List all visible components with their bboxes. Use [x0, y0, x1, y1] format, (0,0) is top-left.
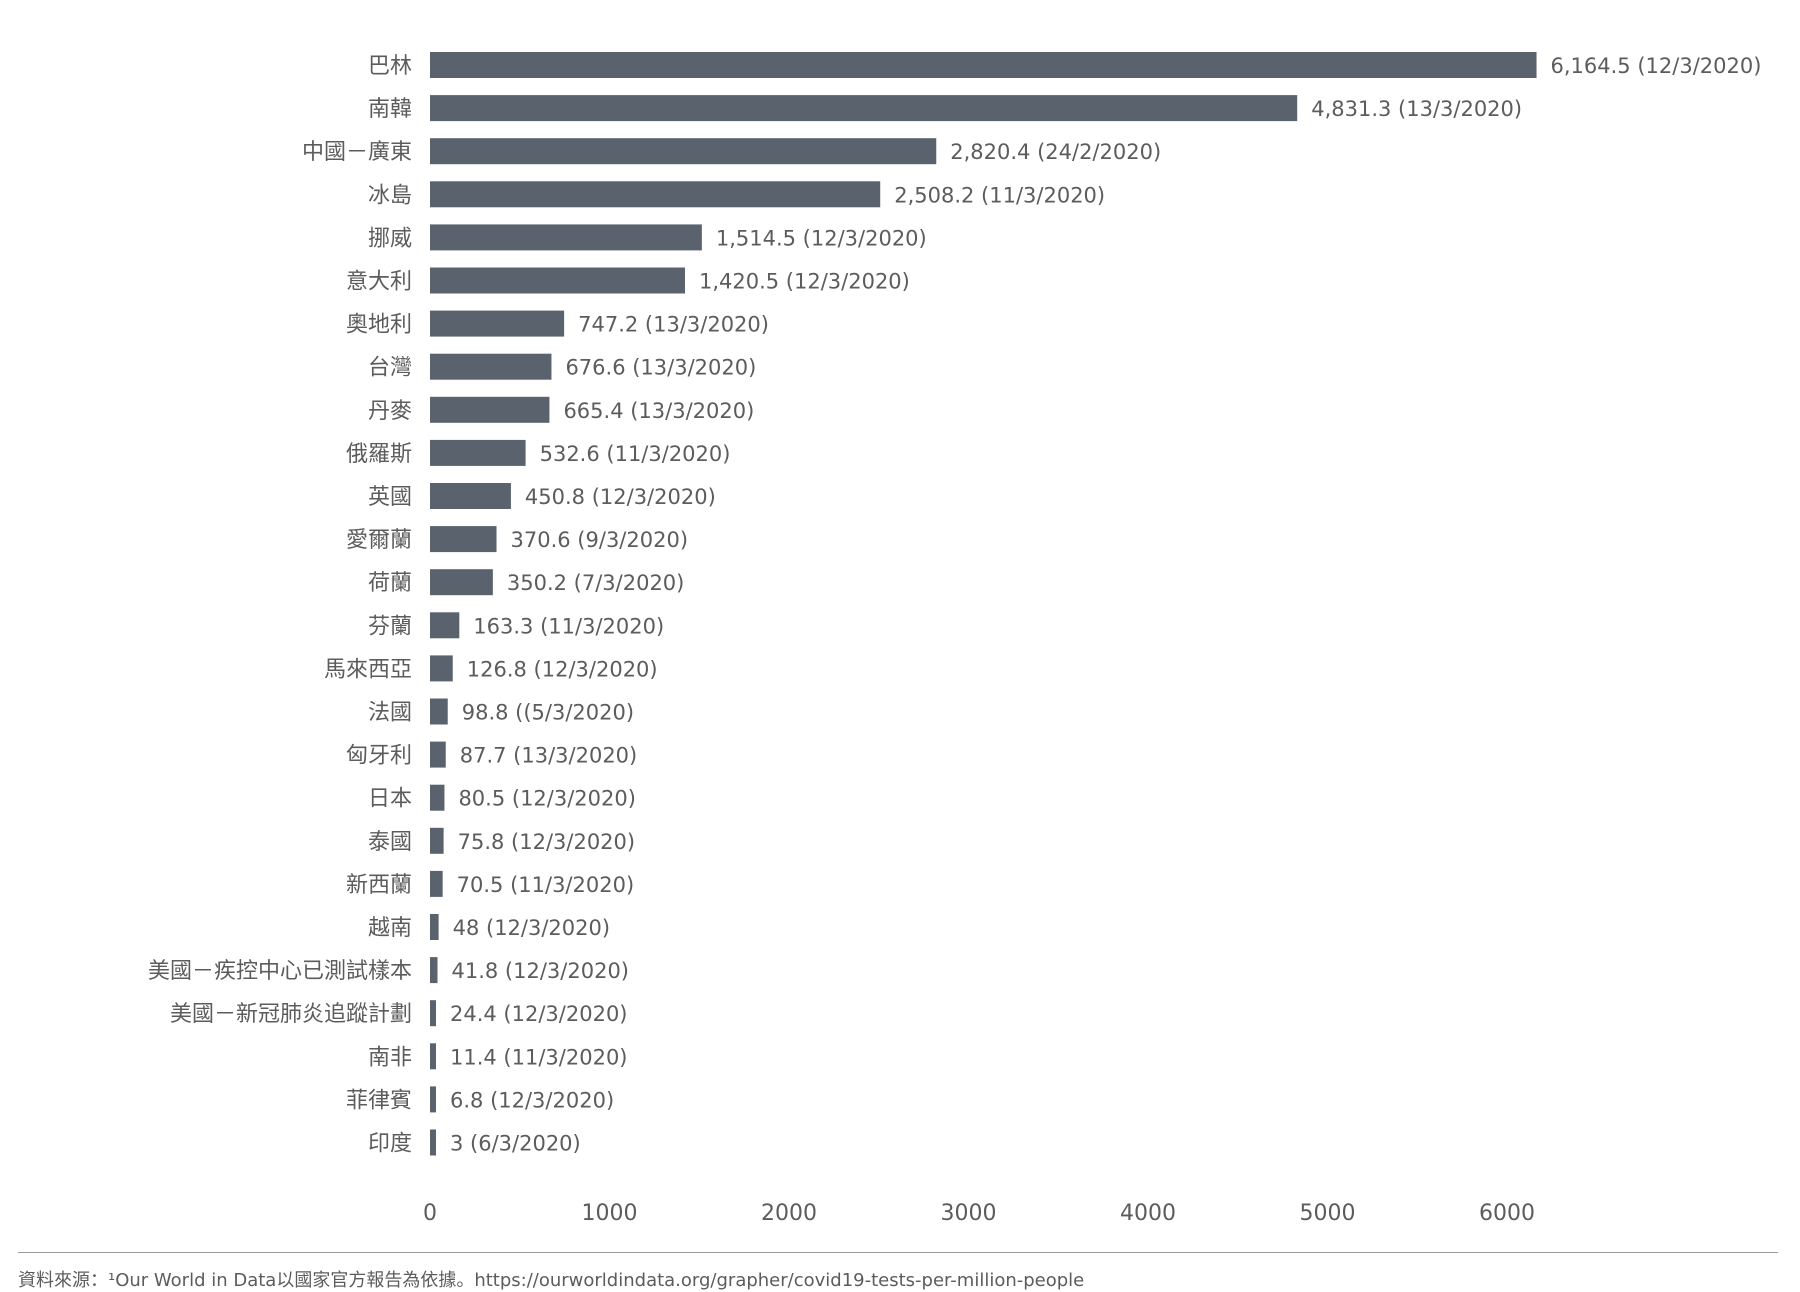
data-label: 6,164.5 (12/3/2020) — [1551, 54, 1762, 78]
category-label: 日本 — [368, 787, 412, 812]
data-label: 41.8 (12/3/2020) — [452, 959, 630, 983]
bar — [430, 310, 565, 337]
category-label: 奧地利 — [346, 313, 412, 338]
bar — [430, 267, 685, 294]
category-label: 美國－疾控中心已測試樣本 — [148, 959, 412, 984]
source-note: 資料來源：¹Our World in Data以國家官方報告為依據。https:… — [18, 1270, 1085, 1291]
category-label: 法國 — [368, 701, 412, 726]
bar — [430, 526, 497, 553]
bar — [430, 138, 937, 165]
category-label: 挪威 — [368, 226, 412, 251]
data-label: 4,831.3 (13/3/2020) — [1311, 97, 1522, 121]
bar — [430, 698, 448, 725]
category-label: 菲律賓 — [346, 1088, 412, 1113]
data-label: 87.7 (13/3/2020) — [460, 744, 638, 768]
bar — [430, 1000, 436, 1027]
bar — [430, 1129, 436, 1156]
data-label: 676.6 (13/3/2020) — [565, 356, 756, 380]
category-label: 馬來西亞 — [324, 657, 412, 682]
category-label: 美國－新冠肺炎追蹤計劃 — [170, 1002, 412, 1027]
x-tick-label: 4000 — [1120, 1201, 1176, 1226]
data-label: 1,514.5 (12/3/2020) — [716, 226, 927, 250]
category-label: 意大利 — [346, 270, 412, 295]
bar — [430, 569, 493, 596]
category-label: 南韓 — [368, 97, 412, 122]
category-label: 中國－廣東 — [302, 140, 412, 165]
bar — [430, 353, 552, 380]
data-label: 24.4 (12/3/2020) — [450, 1002, 628, 1026]
category-label: 匈牙利 — [346, 744, 412, 769]
data-label: 3 (6/3/2020) — [450, 1132, 581, 1156]
bar — [430, 1043, 436, 1070]
data-label: 665.4 (13/3/2020) — [563, 399, 754, 423]
category-label: 荷蘭 — [368, 571, 412, 596]
category-label: 英國 — [368, 485, 412, 510]
category-label: 冰島 — [368, 183, 412, 208]
x-tick-label: 3000 — [941, 1201, 997, 1226]
category-label: 新西蘭 — [346, 873, 412, 898]
data-label: 6.8 (12/3/2020) — [450, 1088, 614, 1112]
data-label: 450.8 (12/3/2020) — [525, 485, 716, 509]
category-label: 巴林 — [368, 54, 412, 79]
data-label: 370.6 (9/3/2020) — [511, 528, 689, 552]
x-tick-label: 1000 — [582, 1201, 638, 1226]
bar — [430, 439, 526, 466]
bar — [430, 784, 445, 811]
bar — [430, 612, 460, 639]
data-label: 98.8 ((5/3/2020) — [462, 701, 634, 725]
data-label: 48 (12/3/2020) — [453, 916, 610, 940]
data-label: 11.4 (11/3/2020) — [450, 1045, 628, 1069]
data-label: 1,420.5 (12/3/2020) — [699, 270, 910, 294]
category-label: 丹麥 — [368, 399, 412, 424]
bar — [430, 870, 443, 897]
x-tick-label: 2000 — [761, 1201, 817, 1226]
data-label: 126.8 (12/3/2020) — [467, 657, 658, 681]
data-label: 532.6 (11/3/2020) — [540, 442, 731, 466]
bar — [430, 95, 1298, 122]
data-label: 70.5 (11/3/2020) — [457, 873, 635, 897]
category-label: 南非 — [368, 1045, 412, 1070]
data-label: 75.8 (12/3/2020) — [458, 830, 635, 854]
category-label: 愛爾蘭 — [346, 528, 412, 553]
data-label: 2,820.4 (24/2/2020) — [950, 140, 1161, 164]
data-label: 163.3 (11/3/2020) — [473, 614, 664, 638]
category-label: 俄羅斯 — [346, 442, 412, 467]
data-label: 80.5 (12/3/2020) — [458, 787, 635, 811]
category-label: 越南 — [368, 916, 412, 941]
category-label: 台灣 — [368, 356, 412, 381]
bar — [430, 827, 444, 854]
footer-divider — [18, 1252, 1778, 1253]
bar — [430, 224, 702, 251]
bar-chart: 巴林 6,164.5 (12/3/2020) 南韓 4,831.3 (13/3/202… — [148, 52, 1762, 1226]
category-label: 泰國 — [368, 830, 412, 855]
data-label: 350.2 (7/3/2020) — [507, 571, 685, 595]
bar — [430, 1086, 436, 1113]
bar — [430, 741, 446, 768]
bar — [430, 52, 1537, 78]
bar — [430, 396, 550, 423]
bar — [430, 181, 881, 208]
bar — [430, 957, 438, 984]
bar — [430, 914, 439, 940]
category-label: 印度 — [368, 1132, 412, 1157]
bar — [430, 483, 511, 509]
data-label: 747.2 (13/3/2020) — [578, 313, 769, 337]
x-tick-label: 5000 — [1300, 1201, 1356, 1226]
x-tick-label: 6000 — [1479, 1201, 1535, 1226]
x-tick-label: 0 — [423, 1201, 437, 1226]
data-label: 2,508.2 (11/3/2020) — [894, 183, 1105, 207]
category-label: 芬蘭 — [368, 614, 412, 639]
bar — [430, 655, 453, 682]
